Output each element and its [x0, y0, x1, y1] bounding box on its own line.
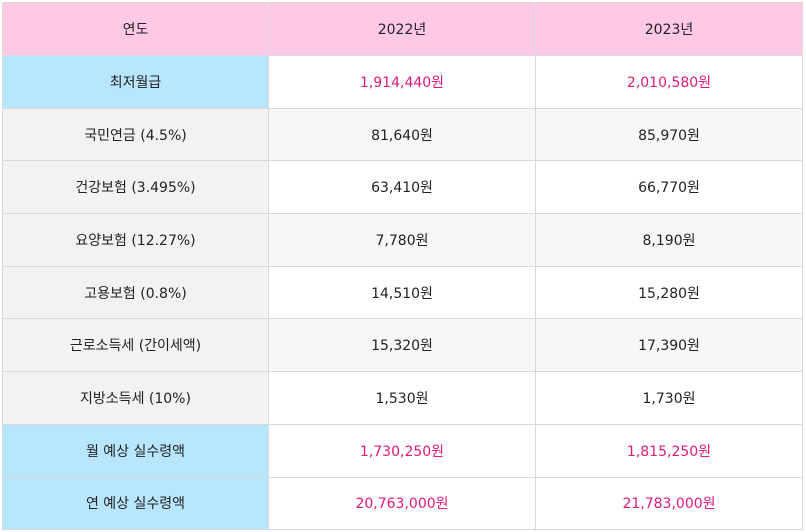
row-label: 근로소득세 (간이세액) — [2, 318, 269, 373]
row-label: 연 예상 실수령액 — [2, 476, 269, 531]
value-2022: 7,780원 — [268, 213, 536, 267]
value-2022: 1,530원 — [268, 371, 536, 425]
row-minimum-wage: 최저월급 1,914,440원 2,010,580원 — [2, 55, 803, 109]
row-income-tax: 근로소득세 (간이세액) 15,320원 17,390원 — [2, 318, 803, 373]
row-label: 고용보험 (0.8%) — [2, 265, 269, 320]
header-row: 연도 2022년 2023년 — [2, 2, 803, 56]
row-label: 요양보험 (12.27%) — [2, 213, 269, 267]
row-care-insurance: 요양보험 (12.27%) 7,780원 8,190원 — [2, 213, 803, 267]
row-health-insurance: 건강보험 (3.495%) 63,410원 66,770원 — [2, 160, 803, 215]
value-2022: 1,914,440원 — [268, 55, 536, 109]
value-2023: 21,783,000원 — [535, 476, 803, 531]
value-2023: 17,390원 — [535, 318, 803, 373]
header-2022: 2022년 — [268, 2, 536, 56]
row-label: 건강보험 (3.495%) — [2, 160, 269, 215]
value-2022: 15,320원 — [268, 318, 536, 373]
value-2022: 1,730,250원 — [268, 423, 536, 478]
value-2023: 66,770원 — [535, 160, 803, 215]
row-annual-net: 연 예상 실수령액 20,763,000원 21,783,000원 — [2, 476, 803, 531]
row-monthly-net: 월 예상 실수령액 1,730,250원 1,815,250원 — [2, 423, 803, 478]
row-label: 지방소득세 (10%) — [2, 371, 269, 425]
row-label: 국민연금 (4.5%) — [2, 107, 269, 162]
value-2023: 1,730원 — [535, 371, 803, 425]
value-2022: 81,640원 — [268, 107, 536, 162]
row-national-pension: 국민연금 (4.5%) 81,640원 85,970원 — [2, 107, 803, 162]
row-label: 월 예상 실수령액 — [2, 423, 269, 478]
row-employment-insurance: 고용보험 (0.8%) 14,510원 15,280원 — [2, 265, 803, 320]
row-local-income-tax: 지방소득세 (10%) 1,530원 1,730원 — [2, 371, 803, 425]
value-2023: 8,190원 — [535, 213, 803, 267]
value-2022: 63,410원 — [268, 160, 536, 215]
value-2023: 1,815,250원 — [535, 423, 803, 478]
value-2022: 20,763,000원 — [268, 476, 536, 531]
row-label: 최저월급 — [2, 55, 269, 109]
header-year: 연도 — [2, 2, 269, 56]
value-2022: 14,510원 — [268, 265, 536, 320]
header-2023: 2023년 — [535, 2, 803, 56]
value-2023: 85,970원 — [535, 107, 803, 162]
value-2023: 2,010,580원 — [535, 55, 803, 109]
value-2023: 15,280원 — [535, 265, 803, 320]
